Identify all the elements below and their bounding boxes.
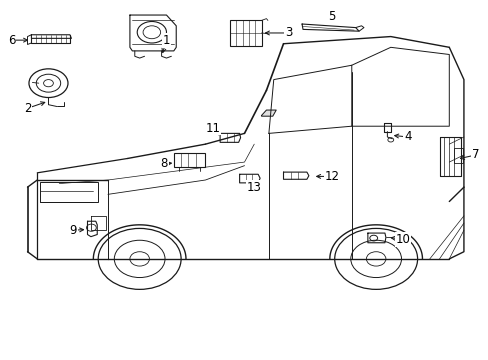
Bar xyxy=(229,21,261,45)
Text: 8: 8 xyxy=(160,157,167,170)
Bar xyxy=(453,148,462,163)
Bar xyxy=(40,182,98,202)
Text: 3: 3 xyxy=(284,27,291,40)
Text: 1: 1 xyxy=(163,33,170,47)
Text: 7: 7 xyxy=(471,148,479,161)
Text: 5: 5 xyxy=(328,10,335,23)
Polygon shape xyxy=(261,110,276,116)
Text: 13: 13 xyxy=(246,181,261,194)
Text: 12: 12 xyxy=(324,170,339,183)
Text: 4: 4 xyxy=(403,130,411,144)
Text: 11: 11 xyxy=(205,122,220,135)
Text: 9: 9 xyxy=(69,224,77,237)
Text: 2: 2 xyxy=(24,102,31,115)
Text: 10: 10 xyxy=(395,233,409,246)
Bar xyxy=(173,153,205,167)
Text: 6: 6 xyxy=(8,33,15,47)
